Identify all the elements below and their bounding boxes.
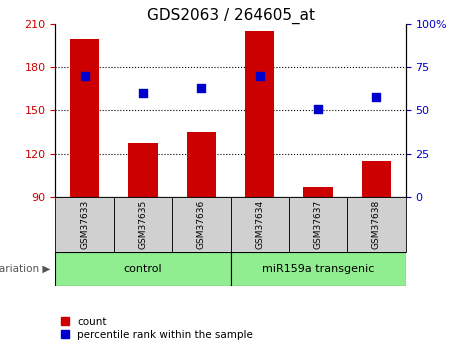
Bar — [128, 144, 158, 197]
Title: GDS2063 / 264605_at: GDS2063 / 264605_at — [147, 8, 314, 24]
Bar — [289, 197, 347, 252]
Bar — [172, 197, 230, 252]
Text: control: control — [124, 264, 162, 274]
Bar — [245, 31, 274, 197]
Point — [314, 106, 322, 111]
Text: miR159a transgenic: miR159a transgenic — [262, 264, 374, 274]
Bar — [187, 132, 216, 197]
Text: GSM37633: GSM37633 — [80, 200, 89, 249]
Bar — [114, 197, 172, 252]
Text: GSM37634: GSM37634 — [255, 200, 264, 249]
Point — [198, 85, 205, 91]
Legend: count, percentile rank within the sample: count, percentile rank within the sample — [60, 317, 253, 340]
Bar — [230, 197, 289, 252]
Text: GSM37635: GSM37635 — [138, 200, 148, 249]
Point — [139, 90, 147, 96]
Bar — [70, 39, 99, 197]
Point — [373, 94, 380, 99]
Bar — [347, 197, 406, 252]
Text: GSM37638: GSM37638 — [372, 200, 381, 249]
Bar — [362, 161, 391, 197]
Bar — [55, 197, 114, 252]
Text: GSM37636: GSM37636 — [197, 200, 206, 249]
Bar — [303, 187, 333, 197]
Text: genotype/variation ▶: genotype/variation ▶ — [0, 264, 51, 274]
Point — [81, 73, 88, 79]
Point — [256, 73, 263, 79]
Bar — [55, 252, 230, 286]
Bar — [230, 252, 406, 286]
Text: GSM37637: GSM37637 — [313, 200, 323, 249]
